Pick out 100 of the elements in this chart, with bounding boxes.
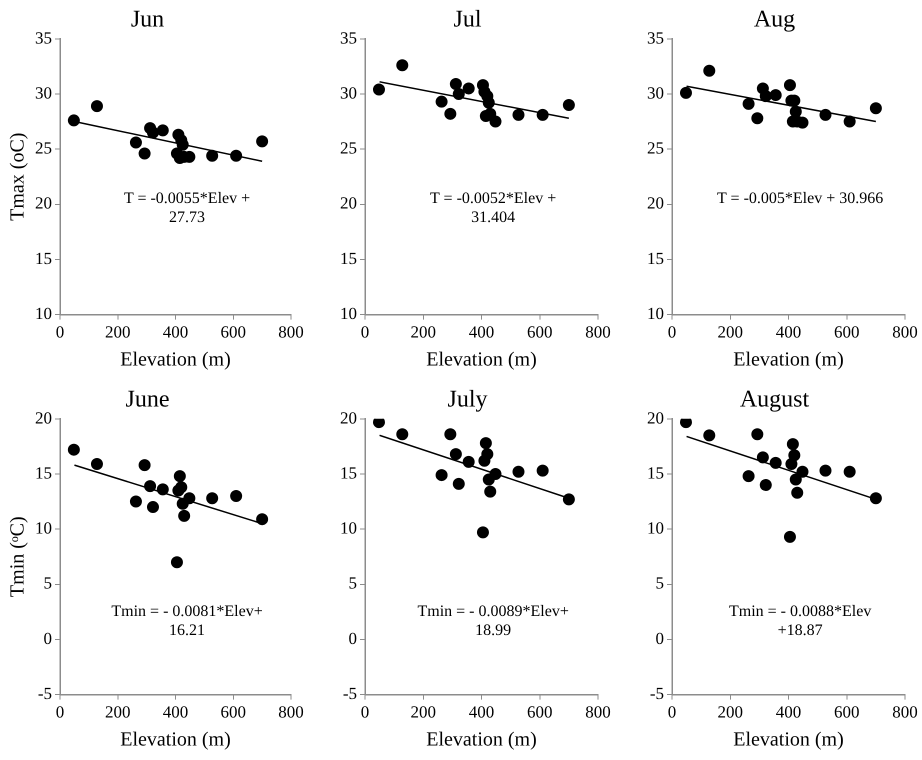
point bbox=[396, 428, 408, 440]
x-tick-label: 0 bbox=[668, 322, 676, 342]
y-tick-label: 35 bbox=[340, 28, 357, 48]
point bbox=[770, 456, 782, 469]
point bbox=[756, 451, 769, 464]
point bbox=[742, 470, 755, 482]
y-tick-label: 20 bbox=[340, 194, 357, 213]
x-axis-title: Elevation (m) bbox=[733, 348, 844, 370]
x-tick-label: 200 bbox=[105, 702, 130, 722]
y-tick-label: 15 bbox=[35, 248, 52, 268]
point bbox=[680, 86, 692, 99]
point bbox=[170, 556, 183, 568]
y-tick-label: 5 bbox=[44, 574, 52, 593]
y-tick-label: 15 bbox=[340, 463, 357, 482]
point bbox=[450, 78, 462, 90]
y-tick-label: 15 bbox=[647, 248, 664, 268]
y-tick-label: 30 bbox=[340, 83, 357, 102]
point bbox=[138, 459, 151, 472]
y-tick-label: 10 bbox=[340, 304, 357, 324]
y-tick-label: 25 bbox=[35, 138, 52, 158]
y-tick-label: 20 bbox=[647, 408, 664, 428]
point bbox=[130, 496, 142, 508]
y-tick-label: 20 bbox=[35, 408, 52, 428]
x-axis-title: Elevation (m) bbox=[733, 728, 844, 750]
y-tick-label: 10 bbox=[647, 518, 664, 538]
point bbox=[90, 458, 103, 470]
y-axis-title: Tmax (oC) bbox=[6, 132, 28, 221]
y-tick-label: -5 bbox=[650, 684, 664, 704]
y-tick-label: 20 bbox=[647, 194, 664, 213]
x-tick-label: 800 bbox=[892, 322, 918, 342]
x-tick-label: 800 bbox=[585, 322, 611, 342]
y-tick-label: -5 bbox=[342, 684, 357, 704]
y-tick-label: 5 bbox=[656, 574, 664, 593]
point bbox=[790, 473, 802, 486]
point bbox=[68, 444, 80, 456]
annotation: Tmin = - 0.0089*Elev+ 18.99 bbox=[417, 603, 569, 640]
y-tick-label: 15 bbox=[340, 248, 357, 268]
point bbox=[760, 478, 772, 491]
point bbox=[444, 108, 456, 120]
point bbox=[680, 418, 692, 428]
point bbox=[784, 530, 796, 543]
y-tick-label: 20 bbox=[35, 194, 52, 213]
point bbox=[791, 486, 804, 499]
y-tick-label: -5 bbox=[38, 684, 52, 704]
x-tick-label: 600 bbox=[527, 702, 552, 722]
annotation: Tmin = - 0.0088*Elev +18.87 bbox=[728, 603, 872, 640]
x-tick-label: 400 bbox=[776, 702, 802, 722]
x-axis-title: Elevation (m) bbox=[120, 348, 231, 370]
annotation: Tmin = - 0.0081*Elev+ 16.21 bbox=[111, 603, 263, 640]
point bbox=[156, 483, 169, 496]
x-tick-label: 800 bbox=[278, 322, 304, 342]
point bbox=[760, 90, 772, 102]
point bbox=[819, 464, 832, 477]
point bbox=[230, 490, 242, 502]
y-tick-label: 15 bbox=[35, 463, 52, 482]
y-tick-label: 30 bbox=[647, 83, 664, 102]
point bbox=[183, 492, 196, 504]
x-tick-label: 600 bbox=[834, 322, 860, 342]
y-tick-label: 10 bbox=[35, 304, 52, 324]
chart-title: Aug bbox=[754, 6, 796, 33]
y-tick-label: 25 bbox=[340, 138, 357, 158]
point bbox=[68, 114, 80, 126]
x-tick-label: 600 bbox=[220, 702, 246, 722]
y-tick-label: 15 bbox=[647, 463, 664, 482]
point bbox=[742, 98, 755, 110]
x-tick-label: 400 bbox=[162, 702, 188, 722]
x-tick-label: 400 bbox=[468, 322, 494, 342]
chart-title: Jun bbox=[130, 6, 164, 33]
y-tick-label: 0 bbox=[348, 628, 357, 648]
point bbox=[146, 501, 159, 514]
point bbox=[870, 492, 882, 504]
y-tick-label: 35 bbox=[647, 28, 664, 48]
point bbox=[751, 112, 764, 124]
point bbox=[256, 135, 268, 148]
point bbox=[396, 59, 408, 72]
point bbox=[484, 486, 496, 498]
x-tick-label: 200 bbox=[718, 702, 743, 722]
y-tick-label: 35 bbox=[35, 28, 52, 48]
point bbox=[489, 468, 502, 480]
x-tick-label: 800 bbox=[892, 702, 918, 722]
annotation: T = -0.0052*Elev + 31.404 bbox=[430, 190, 556, 226]
x-tick-label: 0 bbox=[56, 702, 64, 722]
x-axis-title: Elevation (m) bbox=[120, 728, 231, 750]
point bbox=[790, 106, 802, 118]
y-tick-label: 0 bbox=[44, 628, 52, 648]
y-tick-label: 10 bbox=[647, 304, 664, 324]
x-tick-label: 400 bbox=[776, 322, 802, 342]
point bbox=[452, 88, 465, 100]
y-tick-label: 10 bbox=[340, 518, 357, 538]
annotation: T = -0.0055*Elev + 27.73 bbox=[124, 190, 250, 226]
annotation: T = -0.005*Elev + 30.966 bbox=[717, 190, 884, 207]
point bbox=[788, 449, 800, 462]
point bbox=[175, 481, 188, 494]
point bbox=[146, 126, 159, 139]
point bbox=[462, 456, 475, 468]
point bbox=[90, 100, 103, 112]
point bbox=[489, 116, 502, 128]
point bbox=[512, 466, 524, 478]
point bbox=[206, 150, 218, 162]
point bbox=[450, 448, 462, 460]
